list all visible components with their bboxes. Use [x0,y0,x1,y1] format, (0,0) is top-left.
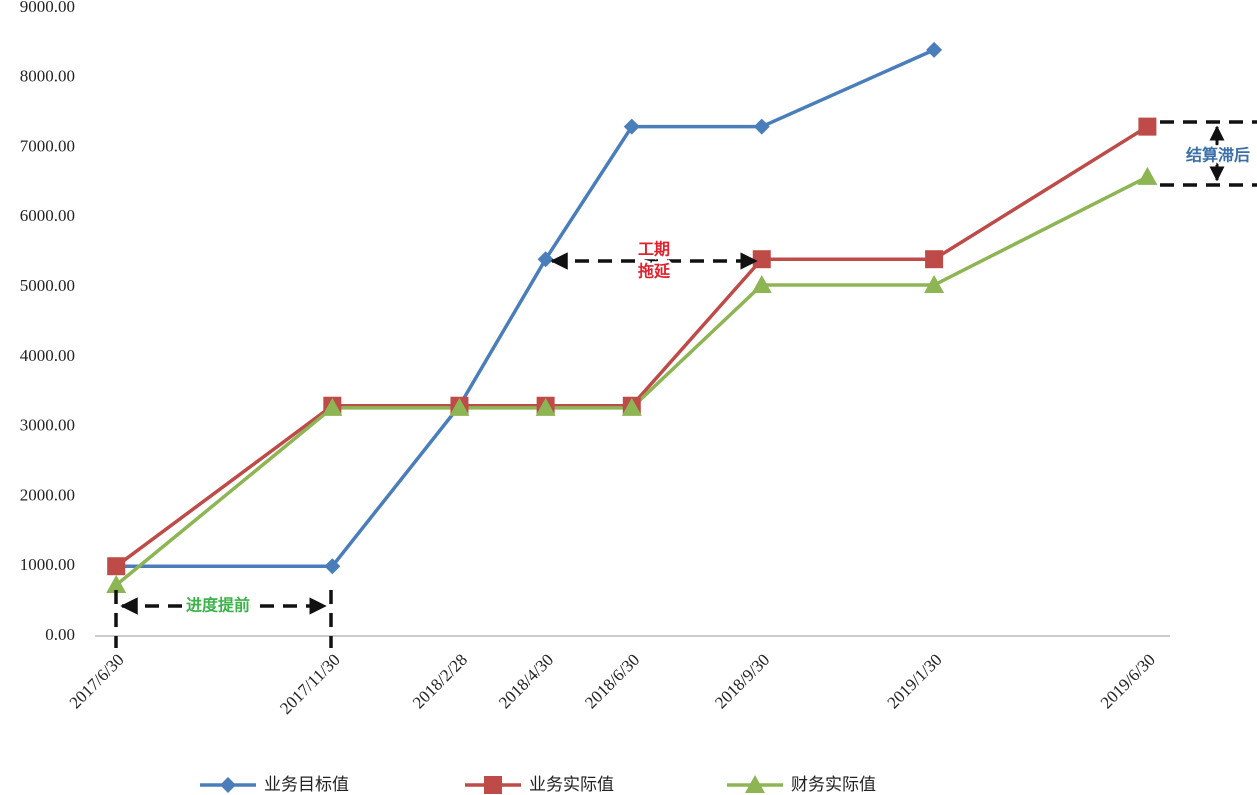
legend-marker [220,777,236,793]
x-tick-label: 2017/11/30 [276,650,344,718]
y-tick-label: 3000.00 [20,416,75,435]
y-tick-label: 2000.00 [20,485,75,504]
data-point [322,397,343,416]
data-point [924,275,945,294]
annotation: 进度提前 [186,596,250,615]
data-point [751,275,772,294]
data-point [752,250,771,269]
legend-label: 业务实际值 [529,775,614,795]
x-tick-label: 2019/1/30 [883,650,945,712]
y-tick-label: 9000.00 [20,0,75,16]
series-line [116,48,935,568]
data-point [621,397,642,416]
data-point [926,41,943,58]
data-point [753,118,770,135]
x-tick-label: 2018/4/30 [495,650,557,712]
data-point [623,118,640,135]
annotation: 工期 [638,240,670,259]
annotation: 结算滞后 [1185,146,1250,165]
y-tick-label: 4000.00 [20,346,75,365]
y-tick-label: 8000.00 [20,67,75,86]
data-point [324,558,341,575]
y-tick-label: 5000.00 [20,276,75,295]
series-line [115,175,1149,587]
y-tick-label: 6000.00 [20,206,75,225]
data-point [1137,166,1158,185]
data-point [449,397,470,416]
y-tick-label: 0.00 [45,625,75,644]
series-line [115,125,1149,568]
legend-marker [745,775,765,793]
x-tick-label: 2019/6/30 [1097,650,1159,712]
legend-label: 业务目标值 [264,775,349,795]
x-tick-label: 2018/2/28 [409,650,471,712]
data-point [537,251,554,268]
data-point [535,397,556,416]
data-point [1138,117,1157,136]
annotation-arrows [114,120,1257,648]
x-tick-label: 2018/9/30 [711,650,773,712]
data-point [107,557,126,576]
y-tick-label: 7000.00 [20,136,75,155]
x-tick-label: 2017/6/30 [66,650,128,712]
data-point [925,250,944,269]
legend-marker [484,776,502,794]
legend-label: 财务实际值 [791,775,876,795]
annotation: 拖延 [638,262,671,281]
y-tick-label: 1000.00 [20,555,75,574]
x-tick-label: 2018/6/30 [581,650,643,712]
data-point [106,575,127,594]
